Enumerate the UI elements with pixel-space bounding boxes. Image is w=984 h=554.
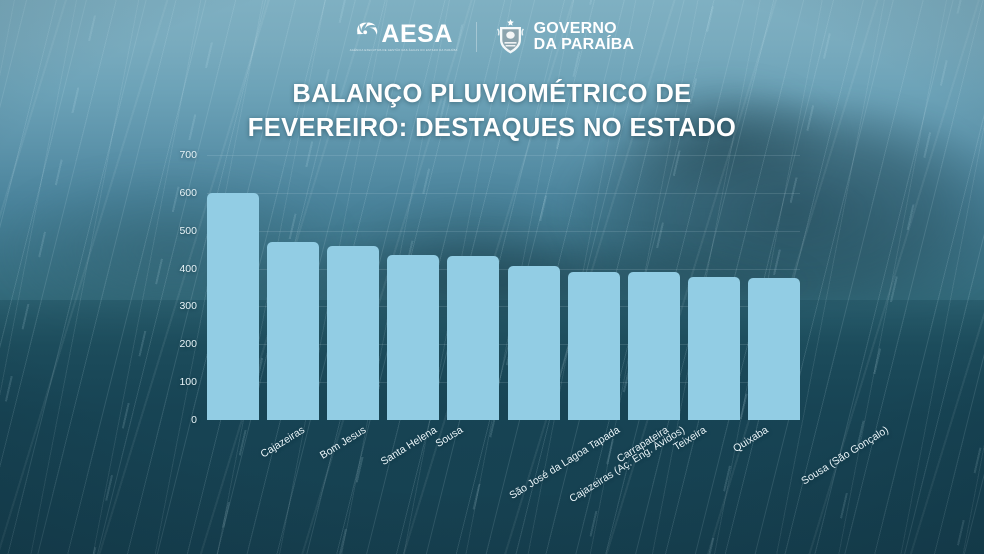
x-axis-tick-label: Cajazeiras (Aç. Eng. Ávidos) <box>567 424 688 505</box>
x-axis-tick-label: Sousa (São Gonçalo) <box>799 424 892 488</box>
plot-area: 0 100 200 300 400 500 600 700 <box>179 149 800 426</box>
aesa-logo: AESA AGÊNCIA EXECUTIVA DE GESTÃO DAS ÁGU… <box>350 20 458 53</box>
x-axis-tick-label: Sousa <box>433 424 465 450</box>
gridline <box>207 306 800 308</box>
y-axis-tick-label: 500 <box>179 224 197 237</box>
logo-divider <box>475 21 477 52</box>
page-title-line1: BALANÇO PLUVIOMÉTRICO DE <box>292 80 692 108</box>
bar-series <box>207 155 800 420</box>
gridline <box>207 382 800 384</box>
x-axis-tick-label: Bom Jesus <box>317 424 369 462</box>
bar[interactable] <box>267 242 320 420</box>
x-axis-labels: Cajazeiras Bom Jesus Santa Helena Sousa São … <box>207 424 891 544</box>
aesa-subtitle: AGÊNCIA EXECUTIVA DE GESTÃO DAS ÁGUAS DO… <box>349 48 458 53</box>
gridline <box>207 268 800 270</box>
aesa-swirl-icon <box>354 20 380 46</box>
x-axis-tick-label: Cajazeiras <box>258 424 307 461</box>
x-axis-tick-label: São José da Lagoa Tapada <box>507 424 622 502</box>
gridline <box>207 344 800 346</box>
y-axis-tick-label: 0 <box>191 414 197 426</box>
y-axis-tick-label: 600 <box>179 186 197 199</box>
y-axis-tick-label: 400 <box>179 262 197 275</box>
page-title: BALANÇO PLUVIOMÉTRICO DE FEVEREIRO: DEST… <box>0 78 984 146</box>
bar[interactable] <box>327 245 380 420</box>
y-axis-tick-label: 300 <box>179 300 197 313</box>
gridline <box>207 230 800 232</box>
paraiba-coat-of-arms-icon <box>495 18 526 55</box>
governo-line1: GOVERNO <box>533 19 617 37</box>
logo-bar: AESA AGÊNCIA EXECUTIVA DE GESTÃO DAS ÁGU… <box>0 18 984 55</box>
governo-logo: GOVERNO DA PARAÍBA <box>495 18 635 55</box>
aesa-logo-row: AESA <box>354 20 452 47</box>
aesa-wordmark: AESA <box>381 20 453 49</box>
page-title-line2: FEVEREIRO: DESTAQUES NO ESTADO <box>247 113 737 142</box>
bar[interactable] <box>447 256 500 420</box>
y-axis-tick-label: 200 <box>179 338 197 351</box>
y-axis-tick-label: 100 <box>179 376 197 389</box>
bar[interactable] <box>687 276 740 420</box>
bar[interactable] <box>627 272 680 420</box>
bar[interactable] <box>207 192 259 420</box>
bar[interactable] <box>387 255 440 420</box>
bar[interactable] <box>507 265 560 420</box>
gridline <box>207 155 800 156</box>
bar[interactable] <box>567 271 620 420</box>
x-axis-tick-label: Santa Helena <box>378 424 440 468</box>
gridline <box>207 192 800 194</box>
y-axis-tick-label: 700 <box>179 149 197 161</box>
x-axis-tick-label: Quixaba <box>730 424 771 455</box>
governo-text: GOVERNO DA PARAÍBA <box>533 19 635 53</box>
governo-line2: DA PARAÍBA <box>533 35 635 53</box>
bar[interactable] <box>747 278 800 420</box>
